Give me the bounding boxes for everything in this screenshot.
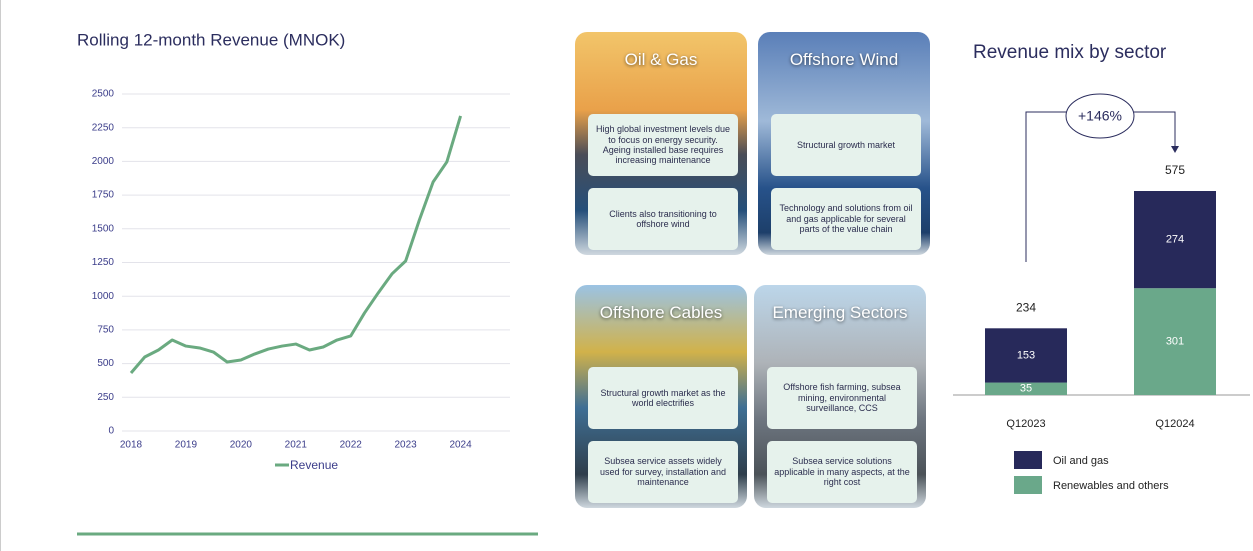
legend-label: Renewables and others	[1053, 480, 1169, 492]
y-tick-label: 1250	[92, 257, 115, 268]
y-tick-label: 500	[97, 358, 114, 369]
card-text: Subsea service solutions applicable in m…	[767, 441, 917, 503]
x-tick-label: Q12023	[1006, 418, 1045, 430]
x-tick-label: 2020	[230, 440, 253, 451]
growth-connector	[1025, 111, 1176, 262]
bar-value-label: 274	[1166, 234, 1184, 246]
x-tick-label: 2022	[340, 440, 363, 451]
card-title: Oil & Gas	[624, 50, 698, 69]
x-tick-label: 2023	[395, 440, 418, 451]
y-tick-label: 2000	[92, 156, 115, 167]
card-text: High global investment levels due to foc…	[588, 114, 738, 176]
y-tick-label: 250	[97, 392, 114, 403]
y-tick-label: 2250	[92, 122, 115, 133]
x-tick-label: 2018	[120, 440, 143, 451]
x-tick-label: 2021	[285, 440, 308, 451]
y-tick-label: 750	[97, 325, 114, 336]
line-series	[129, 115, 463, 375]
bar-total-label: 575	[1165, 163, 1185, 177]
line-chart-title: Rolling 12-month Revenue (MNOK)	[77, 30, 345, 49]
growth-bubble	[1065, 93, 1135, 139]
legend-swatch	[1014, 451, 1042, 469]
x-tick-label: Q12024	[1155, 418, 1194, 430]
card-text: Structural growth market	[771, 114, 921, 176]
sector-card: Emerging Sectors Offshore fish farming, s…	[754, 285, 926, 508]
x-tick-label: 2019	[175, 440, 198, 451]
card-title: Offshore Wind	[789, 50, 899, 69]
y-tick-label: 1000	[92, 291, 115, 302]
bar-segment	[985, 382, 1067, 395]
card-text: Offshore fish farming, subsea mining, en…	[767, 367, 917, 429]
bar-segment	[1134, 288, 1216, 395]
y-tick-label: 2500	[92, 89, 115, 100]
card-text: Clients also transitioning to offshore w…	[588, 188, 738, 250]
bar-segment	[1134, 191, 1216, 289]
card-title: Offshore Cables	[599, 303, 723, 322]
bar-value-label: 35	[1020, 383, 1032, 395]
bar-total-label: 234	[1016, 300, 1036, 314]
growth-arrow	[1171, 146, 1179, 153]
card-text: Structural growth market as the world el…	[588, 367, 738, 429]
x-tick-label: 2024	[449, 440, 472, 451]
bar-value-label: 153	[1017, 349, 1035, 361]
bar-chart-title: Revenue mix by sector	[973, 42, 1167, 63]
sector-card: Offshore Cables Structural growth market …	[575, 285, 747, 508]
y-tick-label: 1500	[92, 223, 115, 234]
bar-value-label: 301	[1166, 336, 1184, 348]
card-text: Technology and solutions from oil and ga…	[771, 188, 921, 250]
y-tick-label: 1750	[92, 190, 115, 201]
legend-label: Revenue	[290, 458, 338, 472]
card-text: Subsea service assets widely used for su…	[588, 441, 738, 503]
y-tick-label: 0	[108, 426, 114, 437]
sector-card: Offshore Wind Structural growth market Tec…	[758, 32, 930, 255]
bar-segment	[985, 328, 1067, 383]
card-title: Emerging Sectors	[772, 303, 908, 322]
legend-swatch	[1014, 476, 1042, 494]
legend-label: Oil and gas	[1053, 455, 1109, 467]
growth-annotation: +146%	[1078, 108, 1122, 124]
sector-card: Oil & Gas High global investment levels d…	[575, 32, 747, 255]
